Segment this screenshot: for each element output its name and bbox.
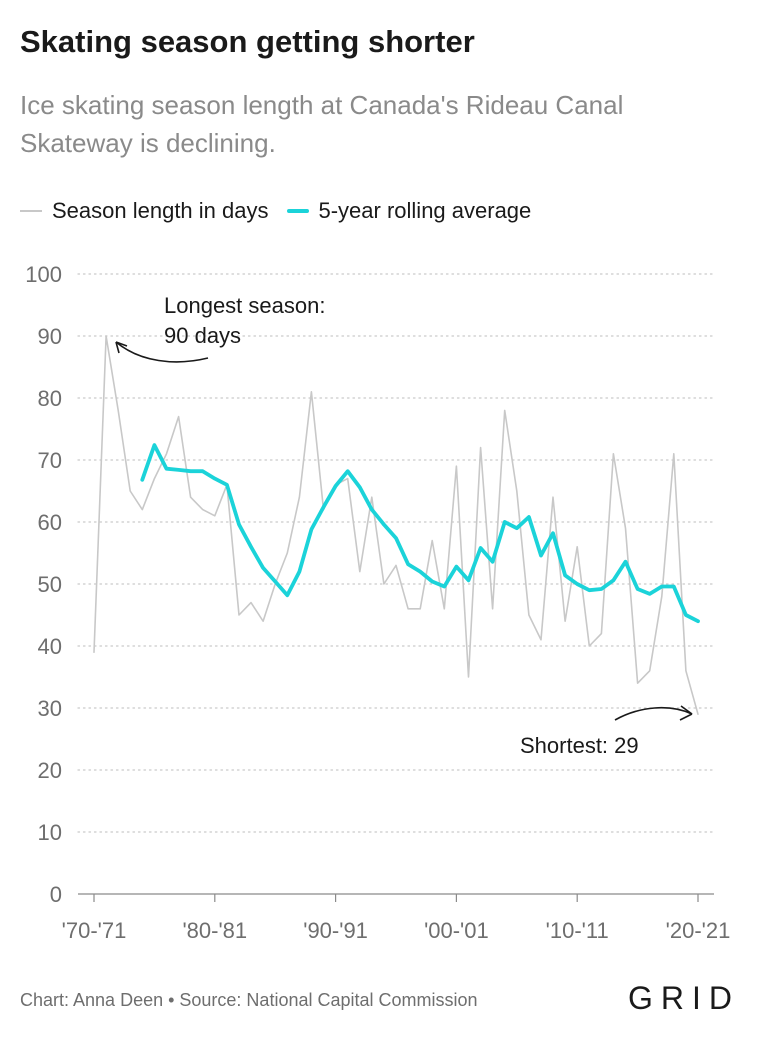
y-tick-label-30: 30: [38, 696, 62, 721]
y-tick-label-20: 20: [38, 758, 62, 783]
legend-label-rolling-average: 5-year rolling average: [318, 198, 532, 223]
annotation-longest-line1: Longest season:: [164, 293, 325, 318]
annotation-longest-arrowhead: [115, 341, 128, 354]
y-tick-label-60: 60: [38, 510, 62, 535]
annotation-shortest-arrowhead: [679, 705, 693, 721]
line-chart: 0 10 20 30 40 50 60 70 80 90 100 '70-'71 '80-'81 '90…: [25, 262, 731, 943]
x-tick-label-1970: '70-'71: [62, 918, 127, 943]
legend-swatch-rolling-average: [286, 209, 309, 213]
x-tick-label-2010: '10-'11: [546, 918, 609, 943]
x-tick-label-2020: '20-'21: [666, 918, 731, 943]
annotation-shortest-arrow: [614, 706, 693, 721]
series-line-season-length: [93, 335, 699, 715]
chart-subtitle: Ice skating season length at Canada's Ri…: [20, 90, 624, 158]
y-tick-label-40: 40: [38, 634, 62, 659]
legend-label-season-length: Season length in days: [52, 198, 269, 223]
x-axis: '70-'71 '80-'81 '90-'91 '00-'01 '10-'11 '20-'…: [62, 893, 731, 943]
chart-footer: Chart: Anna Deen • Source: National Capi…: [20, 990, 478, 1010]
grid-layer: 0 10 20 30 40 50 60 70 80 90 100: [25, 262, 715, 907]
legend-item-season-length: Season length in days: [20, 198, 269, 224]
series-line-rolling-average: [140, 443, 700, 624]
y-tick-label-0: 0: [50, 882, 62, 907]
annotation-shortest: Shortest: 29: [520, 733, 639, 758]
y-tick-label-70: 70: [38, 448, 62, 473]
x-tick-label-1990: '90-'91: [303, 918, 368, 943]
annotation-longest-line2: 90 days: [164, 323, 241, 348]
x-tick-label-2000: '00-'01: [424, 918, 489, 943]
y-tick-label-80: 80: [38, 386, 62, 411]
grid-logo: GRID: [628, 980, 740, 1016]
y-tick-label-90: 90: [38, 324, 62, 349]
y-tick-label-10: 10: [38, 820, 62, 845]
legend: Season length in days 5-year rolling ave…: [20, 198, 549, 224]
x-tick-label-1980: '80-'81: [182, 918, 247, 943]
chart-title: Skating season getting shorter: [20, 24, 475, 59]
series-layer: [93, 335, 700, 715]
legend-swatch-season-length: [20, 210, 42, 212]
annotation-longest-arrow: [115, 341, 209, 363]
y-tick-label-100: 100: [25, 262, 62, 287]
legend-item-rolling-average: 5-year rolling average: [286, 198, 532, 224]
annotation-layer: Longest season: 90 days Shortest: 29: [115, 293, 693, 758]
y-tick-label-50: 50: [38, 572, 62, 597]
